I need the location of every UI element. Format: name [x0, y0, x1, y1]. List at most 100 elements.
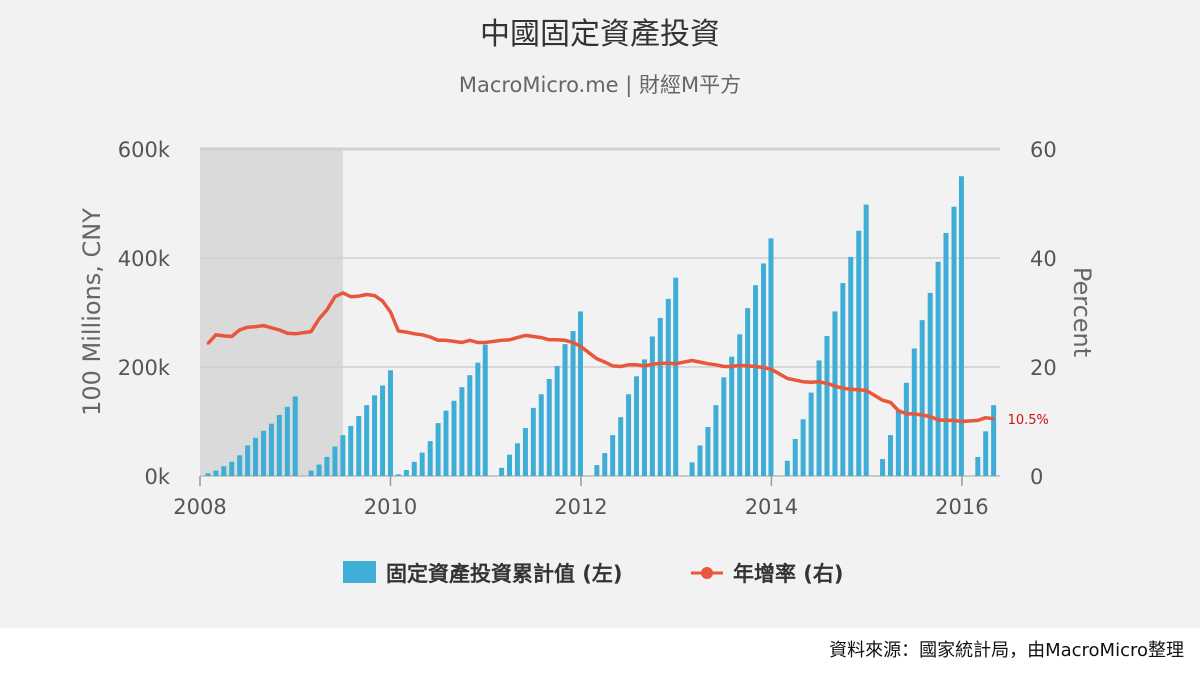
line-point[interactable]: [833, 384, 837, 388]
line-point[interactable]: [905, 412, 908, 416]
line-point[interactable]: [841, 387, 845, 390]
bar[interactable]: [919, 320, 925, 476]
bar[interactable]: [213, 470, 219, 476]
bar[interactable]: [292, 396, 298, 476]
line-point[interactable]: [651, 363, 654, 366]
bar[interactable]: [753, 285, 759, 476]
line-point[interactable]: [516, 336, 519, 339]
line-point[interactable]: [944, 419, 948, 422]
bar[interactable]: [887, 435, 893, 476]
line-point[interactable]: [976, 419, 980, 422]
bar[interactable]: [863, 204, 869, 476]
line-point[interactable]: [746, 364, 749, 368]
bar[interactable]: [268, 423, 274, 476]
line-point[interactable]: [397, 329, 400, 333]
bar[interactable]: [546, 378, 552, 476]
bar[interactable]: [665, 298, 671, 476]
line-point[interactable]: [484, 341, 487, 344]
bar[interactable]: [816, 360, 822, 476]
bar[interactable]: [245, 445, 251, 476]
bar[interactable]: [657, 317, 663, 476]
line-point[interactable]: [769, 367, 773, 371]
bar[interactable]: [205, 473, 211, 476]
line-point[interactable]: [714, 363, 718, 367]
bar[interactable]: [308, 470, 314, 476]
line-point[interactable]: [611, 364, 614, 368]
line-point[interactable]: [643, 364, 646, 368]
bar[interactable]: [261, 430, 267, 476]
line-point[interactable]: [801, 380, 805, 383]
bar[interactable]: [451, 400, 457, 476]
line-point[interactable]: [722, 365, 726, 368]
bar[interactable]: [840, 283, 846, 476]
line-point[interactable]: [659, 361, 662, 365]
bar[interactable]: [427, 441, 433, 476]
line-point[interactable]: [849, 388, 852, 391]
line-point[interactable]: [936, 418, 940, 422]
bar[interactable]: [641, 359, 647, 476]
line-point[interactable]: [857, 388, 860, 392]
bar[interactable]: [237, 455, 243, 476]
line-point[interactable]: [762, 366, 765, 369]
bar[interactable]: [649, 336, 655, 476]
line-point[interactable]: [809, 381, 813, 384]
bar[interactable]: [610, 435, 616, 476]
line-point[interactable]: [627, 363, 630, 367]
line-point[interactable]: [325, 308, 329, 311]
bar[interactable]: [570, 331, 576, 476]
line-point[interactable]: [794, 378, 797, 382]
line-point[interactable]: [333, 295, 337, 298]
line-point[interactable]: [563, 339, 567, 342]
line-point[interactable]: [317, 317, 321, 321]
bar[interactable]: [538, 394, 544, 476]
line-point[interactable]: [555, 338, 559, 341]
line-point[interactable]: [500, 339, 503, 342]
bar[interactable]: [577, 311, 583, 476]
bar[interactable]: [697, 445, 703, 476]
bar[interactable]: [705, 426, 711, 476]
bar[interactable]: [403, 470, 409, 476]
line-point[interactable]: [436, 339, 440, 342]
bar[interactable]: [348, 425, 354, 476]
bar[interactable]: [633, 376, 639, 476]
line-point[interactable]: [619, 365, 622, 368]
bar[interactable]: [435, 423, 441, 476]
bar[interactable]: [832, 311, 838, 476]
bar[interactable]: [229, 461, 235, 476]
bar[interactable]: [522, 428, 528, 476]
bar[interactable]: [784, 460, 790, 476]
line-point[interactable]: [428, 335, 432, 339]
line-point[interactable]: [365, 293, 368, 296]
line-point[interactable]: [341, 291, 345, 295]
bar[interactable]: [324, 456, 330, 476]
bar[interactable]: [935, 261, 941, 476]
line-point[interactable]: [405, 330, 408, 334]
line-point[interactable]: [579, 345, 582, 348]
line-point[interactable]: [913, 412, 916, 416]
line-point[interactable]: [214, 333, 218, 337]
line-point[interactable]: [864, 389, 868, 392]
line-point[interactable]: [460, 341, 464, 344]
bar[interactable]: [943, 232, 949, 476]
bar[interactable]: [626, 394, 632, 476]
bar[interactable]: [316, 464, 322, 476]
line-point[interactable]: [206, 342, 210, 345]
line-point[interactable]: [413, 332, 416, 335]
line-point[interactable]: [508, 338, 511, 341]
line-point[interactable]: [381, 299, 384, 303]
line-point[interactable]: [754, 365, 757, 368]
line-point[interactable]: [706, 362, 710, 365]
bar[interactable]: [443, 410, 449, 476]
line-point[interactable]: [262, 324, 265, 327]
bar[interactable]: [554, 365, 560, 476]
line-point[interactable]: [270, 326, 273, 329]
line-point[interactable]: [540, 336, 543, 339]
bar[interactable]: [927, 292, 933, 476]
legend-item-line-series[interactable]: 年增率 (右): [691, 562, 844, 586]
bar[interactable]: [276, 414, 282, 476]
line-point[interactable]: [603, 360, 606, 364]
line-point[interactable]: [476, 341, 480, 344]
line-point[interactable]: [238, 328, 241, 332]
bar[interactable]: [380, 385, 386, 476]
line-point[interactable]: [897, 409, 900, 412]
